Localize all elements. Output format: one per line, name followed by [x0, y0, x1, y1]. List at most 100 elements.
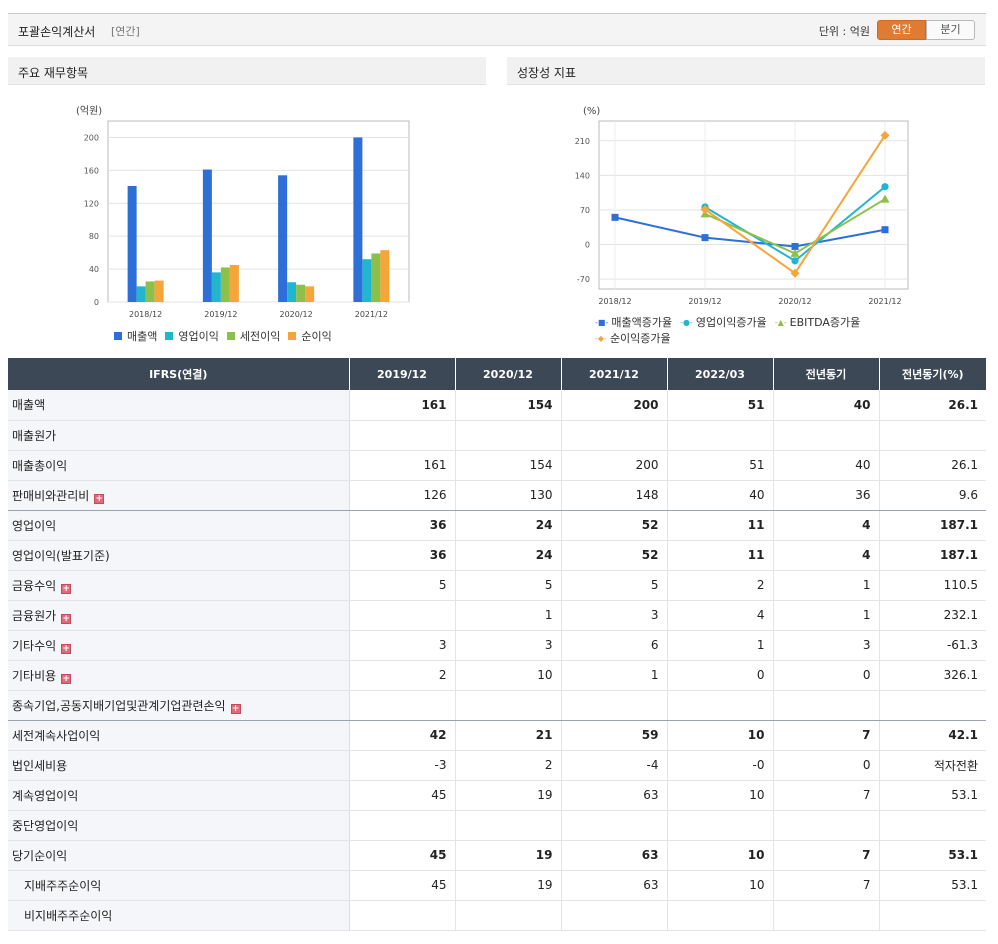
value-cell: 10: [667, 870, 774, 901]
table-row: 매출총이익 161 154 200 51 40 26.1: [8, 450, 986, 481]
row-label-text: 세전계속사업이익: [12, 728, 101, 743]
x-tick-label: 2021/12: [868, 297, 901, 306]
row-label: 중단영업이익: [8, 810, 350, 841]
value-cell: [773, 900, 880, 931]
legend-label: 세전이익: [239, 330, 281, 343]
legend-label: 매출액: [127, 330, 158, 343]
quarter-toggle-button[interactable]: 분기: [926, 20, 975, 40]
value-cell: 1: [561, 660, 668, 691]
value-cell: 19: [455, 870, 562, 901]
income-statement-table: IFRS(연결) 2019/12 2020/12 2021/12 2022/03 전년동기…: [8, 358, 986, 931]
row-label-text: 금융수익: [12, 578, 57, 593]
x-tick-label: 2020/12: [280, 310, 313, 319]
header-ifrs: IFRS(연결): [8, 358, 350, 390]
annual-toggle-button[interactable]: 연간: [877, 20, 926, 40]
value-cell: 42: [349, 720, 456, 751]
x-tick-label: 2020/12: [778, 297, 811, 306]
legend-item: -●- 영업이익증가율: [680, 314, 767, 330]
value-cell: [773, 420, 880, 451]
y-axis-label: (%): [583, 106, 600, 117]
y-tick-label: 40: [89, 265, 99, 274]
legend-swatch: [288, 332, 297, 340]
expand-icon[interactable]: +: [61, 583, 72, 594]
expand-icon[interactable]: +: [61, 643, 72, 654]
y-tick-label: 70: [580, 206, 590, 215]
value-cell: [561, 810, 668, 841]
value-cell: -3: [349, 750, 456, 781]
value-cell: 9.6: [879, 480, 986, 511]
value-cell: 2: [667, 570, 774, 601]
legend-label: 매출액증가율: [611, 316, 673, 329]
plot-area: [598, 120, 909, 290]
growth-line-chart: -70 0 70 140 210 (%) 2018/12 2019/12 2020/12 2021…: [575, 106, 909, 306]
x-tick-label: 2019/12: [204, 310, 237, 319]
row-label-text: 비지배주주순이익: [24, 908, 113, 923]
value-cell: -4: [561, 750, 668, 781]
table-row: 비지배주주순이익: [8, 900, 986, 931]
value-cell: 154: [455, 390, 562, 421]
data-point: [881, 183, 889, 191]
expand-icon[interactable]: +: [94, 493, 105, 504]
table-row: 영업이익(발표기준) 36 24 52 11 4 187.1: [8, 540, 986, 571]
value-cell: 2: [349, 660, 456, 691]
column-header: 2020/12: [455, 358, 562, 390]
expand-icon[interactable]: +: [230, 703, 241, 714]
value-cell: 126: [349, 480, 456, 511]
data-point: [701, 234, 709, 242]
bar: [220, 267, 230, 302]
value-cell: 3: [773, 630, 880, 661]
data-point: [611, 213, 619, 221]
value-cell: 53.1: [879, 870, 986, 901]
value-cell: 3: [561, 600, 668, 631]
value-cell: 51: [667, 450, 774, 481]
y-tick-label: 160: [84, 166, 99, 175]
row-label: 세전계속사업이익: [8, 720, 350, 751]
legend-marker: -■-: [595, 317, 609, 327]
table-header-row: IFRS(연결) 2019/12 2020/12 2021/12 2022/03 전년동기…: [8, 358, 986, 390]
value-cell: 7: [773, 780, 880, 811]
value-cell: 45: [349, 780, 456, 811]
value-cell: 7: [773, 720, 880, 751]
value-cell: 4: [773, 510, 880, 541]
legend-item: 순이익: [288, 328, 332, 344]
key-financials-bar-chart: 0 40 80 120 160 200 (억원) 2018/12 2019/12 2020/12 2…: [76, 105, 410, 319]
value-cell: [349, 600, 456, 631]
row-label: 영업이익: [8, 510, 350, 541]
expand-icon[interactable]: +: [61, 613, 72, 624]
row-label: 당기순이익: [8, 840, 350, 871]
row-label: 판매비와관리비 +: [8, 480, 350, 511]
value-cell: 53.1: [879, 780, 986, 811]
bar: [353, 137, 363, 302]
x-tick-label: 2019/12: [688, 297, 721, 306]
y-axis-label: (억원): [76, 105, 102, 117]
table-row: 기타비용 +2 10 1 0 0 326.1: [8, 660, 986, 691]
data-point: [881, 226, 889, 234]
row-label-text: 매출총이익: [12, 458, 68, 473]
legend-item: 영업이익: [165, 328, 219, 344]
row-label: 종속기업,공동지배기업및관계기업관련손익 +: [8, 690, 350, 721]
data-point: [791, 243, 799, 251]
data-point: [880, 194, 890, 203]
legend-label: EBITDA증가율: [789, 316, 861, 329]
row-label-text: 판매비와관리비: [12, 488, 90, 503]
row-label: 기타수익 +: [8, 630, 350, 661]
legend-swatch: [226, 332, 235, 340]
x-tick-label: 2021/12: [355, 310, 388, 319]
expand-icon[interactable]: +: [61, 673, 72, 684]
bar: [211, 272, 221, 302]
table-row: 지배주주순이익 45 19 63 10 7 53.1: [8, 870, 986, 901]
value-cell: 187.1: [879, 540, 986, 571]
row-label-text: 종속기업,공동지배기업및관계기업관련손익: [12, 698, 226, 713]
value-cell: [455, 810, 562, 841]
legend-item: -◆- 순이익증가율: [595, 330, 671, 346]
value-cell: 26.1: [879, 450, 986, 481]
table-row: 법인세비용 -3 2 -4 -0 0 적자전환: [8, 750, 986, 781]
table-row: 세전계속사업이익 42 21 59 10 7 42.1: [8, 720, 986, 751]
column-header: 2022/03: [667, 358, 774, 390]
row-label-text: 법인세비용: [12, 758, 68, 773]
period-label: [연간]: [111, 25, 140, 38]
y-tick-label: 0: [94, 298, 99, 307]
value-cell: 24: [455, 540, 562, 571]
value-cell: [455, 900, 562, 931]
bar: [287, 282, 297, 302]
